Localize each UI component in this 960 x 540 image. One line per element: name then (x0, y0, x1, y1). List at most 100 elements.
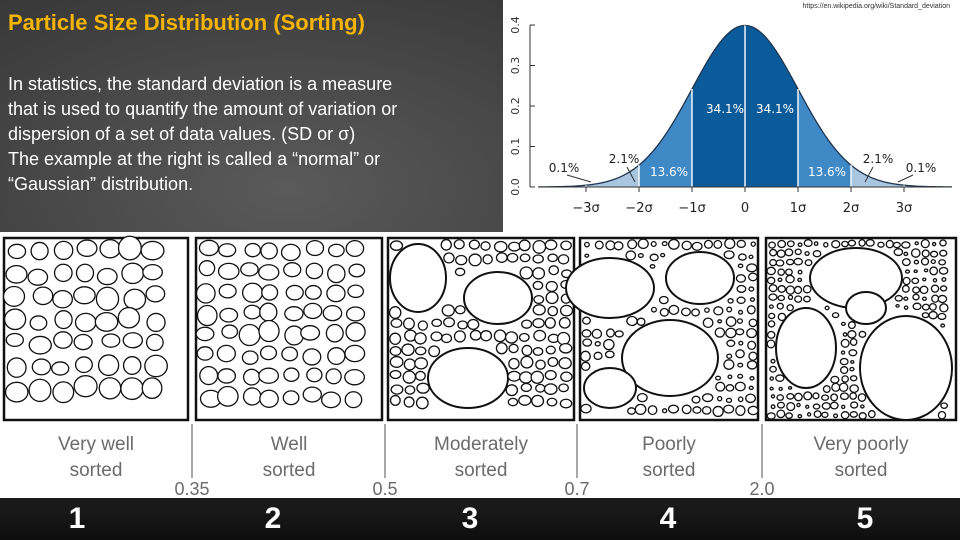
grain (858, 239, 866, 247)
grain (440, 238, 452, 251)
grain (198, 239, 220, 257)
grain (737, 396, 744, 403)
grain (766, 266, 776, 276)
grain (580, 361, 591, 372)
grain (625, 250, 637, 261)
grain (305, 262, 324, 280)
grain (73, 286, 96, 305)
grain (903, 251, 909, 257)
grain (613, 241, 624, 251)
grain (727, 298, 734, 304)
grain (838, 382, 849, 393)
grain (402, 317, 415, 330)
large-grain (845, 291, 887, 325)
grain (558, 342, 573, 354)
grain (769, 248, 778, 257)
grain (812, 392, 820, 400)
grain (141, 377, 163, 400)
grain (725, 397, 733, 404)
slide-title: Particle Size Distribution (Sorting) (8, 10, 365, 35)
grain (769, 376, 775, 381)
grain (415, 370, 426, 381)
grain (284, 325, 304, 346)
grain (681, 240, 693, 251)
grain (546, 397, 558, 407)
grain (913, 259, 920, 265)
grain (940, 323, 946, 328)
grain (532, 318, 545, 329)
grain (140, 240, 165, 261)
grain (322, 304, 343, 322)
grain (533, 329, 547, 342)
grain (794, 248, 802, 256)
grain (691, 241, 703, 251)
grain (507, 241, 521, 252)
grain (769, 386, 774, 391)
grain (560, 371, 573, 383)
number-bar: 1 2 3 4 5 (0, 498, 960, 540)
grain (216, 385, 239, 407)
grain (858, 412, 867, 420)
grain (766, 339, 776, 349)
grain (345, 239, 365, 258)
grain (921, 296, 927, 302)
grain (242, 387, 262, 406)
grain (901, 284, 910, 293)
grain (775, 374, 785, 382)
sorting-panel-4: Poorly sorted (565, 236, 760, 481)
grain (714, 375, 722, 381)
grain (242, 368, 261, 386)
grain (532, 239, 547, 254)
grain (545, 345, 556, 355)
grain (325, 323, 344, 343)
grain (770, 394, 776, 399)
sorting-label-line1: Very well (58, 434, 134, 455)
grain (877, 241, 885, 248)
grain (531, 394, 545, 408)
grain (702, 317, 714, 329)
grain (73, 375, 98, 398)
grain (556, 331, 571, 346)
grain (591, 328, 603, 339)
grain (919, 285, 929, 295)
grain (904, 269, 911, 274)
grain (839, 357, 849, 366)
grain (454, 267, 466, 277)
grain (658, 295, 669, 305)
grain (647, 405, 658, 416)
grain (5, 332, 24, 348)
grain (749, 297, 756, 302)
grain (636, 392, 648, 403)
grain (634, 403, 647, 416)
grain (824, 305, 830, 311)
grain (559, 398, 573, 409)
grain (785, 268, 793, 276)
grain (921, 312, 930, 319)
grain (903, 305, 909, 310)
grain (726, 306, 733, 313)
grain (520, 355, 534, 369)
grain (521, 344, 533, 357)
grain (605, 240, 616, 251)
grain (932, 277, 938, 283)
grain (627, 407, 636, 415)
grain (327, 264, 346, 284)
grain (839, 366, 849, 375)
grain (221, 324, 239, 339)
sorting-panel-3: Moderately sorted (386, 236, 576, 481)
grain (941, 277, 947, 282)
grain (94, 311, 119, 332)
grain (345, 322, 366, 342)
grain (668, 304, 680, 315)
body-line: dispersion of a set of data values. (SD … (8, 124, 356, 144)
grain (767, 320, 776, 328)
grain (544, 369, 557, 381)
grain (749, 376, 755, 381)
grain (258, 367, 280, 384)
grain (746, 327, 758, 339)
grain (389, 240, 404, 251)
grain (302, 386, 322, 403)
grain (931, 294, 940, 303)
grain (326, 284, 346, 303)
grain (98, 377, 122, 400)
